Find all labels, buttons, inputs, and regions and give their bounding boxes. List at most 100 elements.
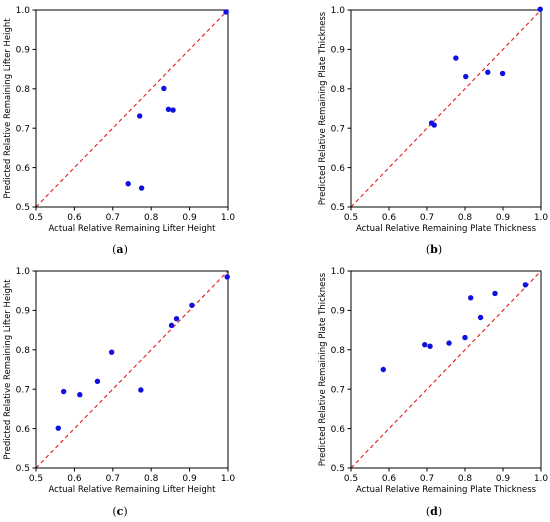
data-point (446, 340, 452, 346)
data-point (60, 388, 67, 395)
y-tick-label: 0.7 (331, 385, 345, 395)
y-tick-label: 0.8 (331, 85, 346, 95)
x-axis-label: Actual Relative Remaining Plate Thicknes… (356, 224, 537, 234)
x-tick-label: 1.0 (221, 213, 236, 223)
reference-line (350, 9, 542, 208)
x-tick-label: 1.0 (221, 474, 236, 484)
x-tick-label: 0.8 (458, 213, 473, 223)
x-tick-label: 0.9 (182, 474, 197, 484)
reference-line (35, 270, 229, 469)
x-tick-label: 0.5 (29, 213, 43, 223)
x-tick-label: 0.5 (344, 213, 358, 223)
data-point (168, 322, 175, 329)
x-tick-label: 0.7 (106, 213, 120, 223)
y-tick-label: 1.0 (16, 6, 31, 16)
y-tick-label: 1.0 (331, 267, 346, 277)
y-tick-label: 0.7 (16, 124, 30, 134)
x-tick-label: 1.0 (534, 213, 549, 223)
data-point (223, 9, 229, 15)
y-tick-label: 0.6 (331, 425, 346, 435)
y-tick-label: 0.7 (331, 124, 345, 134)
subplot-d: 0.5 0.6 0.7 0.8 0.9 1.00.50.60.70.80.91.0Actu… (318, 267, 548, 518)
x-tick-label: 0.9 (496, 213, 511, 223)
y-tick-label: 0.6 (331, 164, 346, 174)
y-tick-label: 0.7 (16, 385, 30, 395)
y-tick-label: 0.9 (331, 46, 346, 56)
data-point (161, 85, 167, 92)
x-tick-label: 1.0 (534, 474, 549, 484)
reference-line (35, 9, 229, 208)
y-tick-label: 1.0 (331, 6, 346, 16)
y-tick-label: 0.5 (331, 464, 345, 474)
data-point (431, 122, 437, 128)
x-tick-label: 0.6 (382, 213, 397, 223)
data-point (462, 334, 468, 341)
y-axis-label: Predicted Relative Remaining Plate Thick… (318, 272, 328, 466)
plot-frame (350, 270, 542, 469)
x-tick-label: 0.9 (496, 474, 511, 484)
y-tick-label: 0.9 (331, 307, 346, 317)
data-point (380, 366, 386, 373)
subplot-b: 0.5 0.6 0.7 0.8 0.9 1.00.50.60.70.80.91.0Actu… (318, 6, 548, 256)
data-point (427, 343, 433, 349)
data-point (537, 6, 543, 12)
plot-frame (35, 9, 229, 208)
y-tick-label: 0.5 (16, 203, 30, 213)
data-point (138, 185, 145, 191)
data-point (453, 55, 459, 61)
y-tick-label: 0.8 (331, 346, 346, 356)
x-tick-label: 0.5 (29, 474, 43, 484)
x-tick-label: 0.6 (67, 213, 82, 223)
y-axis-label: Predicted Relative Remaining Lifter Heig… (3, 279, 13, 460)
subplot-c: 0.5 0.6 0.7 0.8 0.9 1.0 0.5 0.6 0.7 0.8 0.9 1.0 Actu… (3, 267, 235, 518)
y-axis-label: Predicted Relative Remaining Lifter Heig… (3, 18, 13, 199)
y-axis-label: Predicted Relative Remaining Plate Thick… (318, 11, 328, 205)
subplot-caption: (c) (112, 505, 127, 518)
data-point (522, 282, 529, 288)
x-tick-label: 0.8 (458, 474, 473, 484)
data-point (477, 314, 484, 321)
x-tick-label: 0.6 (67, 474, 82, 484)
y-tick-label: 0.5 (16, 464, 30, 474)
data-point (165, 106, 172, 112)
x-axis-label: Actual Relative Remaining Plate Thicknes… (356, 485, 537, 495)
x-tick-label: 0.6 (382, 474, 397, 484)
y-tick-label: 0.5 (331, 203, 345, 213)
subplot-caption: (d) (426, 505, 442, 518)
x-tick-label: 0.7 (420, 213, 434, 223)
x-axis-label: Actual Relative Remaining Lifter Height (49, 224, 217, 234)
data-point (224, 274, 230, 280)
data-point (173, 315, 180, 322)
x-tick-label: 0.8 (144, 213, 159, 223)
y-tick-label: 0.9 (16, 307, 31, 317)
data-point (499, 70, 506, 77)
x-tick-label: 0.9 (182, 213, 197, 223)
x-tick-label: 0.5 (344, 474, 358, 484)
y-tick-label: 0.9 (16, 46, 31, 56)
data-point (94, 378, 101, 385)
data-point (77, 392, 83, 398)
data-point (422, 341, 428, 348)
data-point (189, 302, 195, 308)
y-tick-label: 0.6 (16, 164, 31, 174)
subplot-caption: (b) (426, 243, 442, 256)
data-point (55, 425, 61, 431)
subplot-caption: (a) (112, 243, 128, 256)
data-point (492, 290, 498, 297)
y-tick-label: 0.6 (16, 425, 31, 435)
plot-frame (350, 9, 542, 208)
data-point (108, 349, 115, 355)
x-axis-label: Actual Relative Remaining Lifter Height (49, 485, 217, 495)
data-point (170, 107, 176, 113)
reference-line (350, 270, 542, 469)
y-tick-label: 1.0 (16, 267, 31, 277)
x-tick-label: 0.7 (106, 474, 120, 484)
x-tick-label: 0.7 (420, 474, 434, 484)
data-point (136, 113, 143, 119)
data-point (125, 181, 131, 187)
y-tick-label: 0.8 (16, 346, 31, 356)
data-point (468, 295, 474, 301)
data-point (138, 387, 144, 393)
y-tick-label: 0.8 (16, 85, 31, 95)
